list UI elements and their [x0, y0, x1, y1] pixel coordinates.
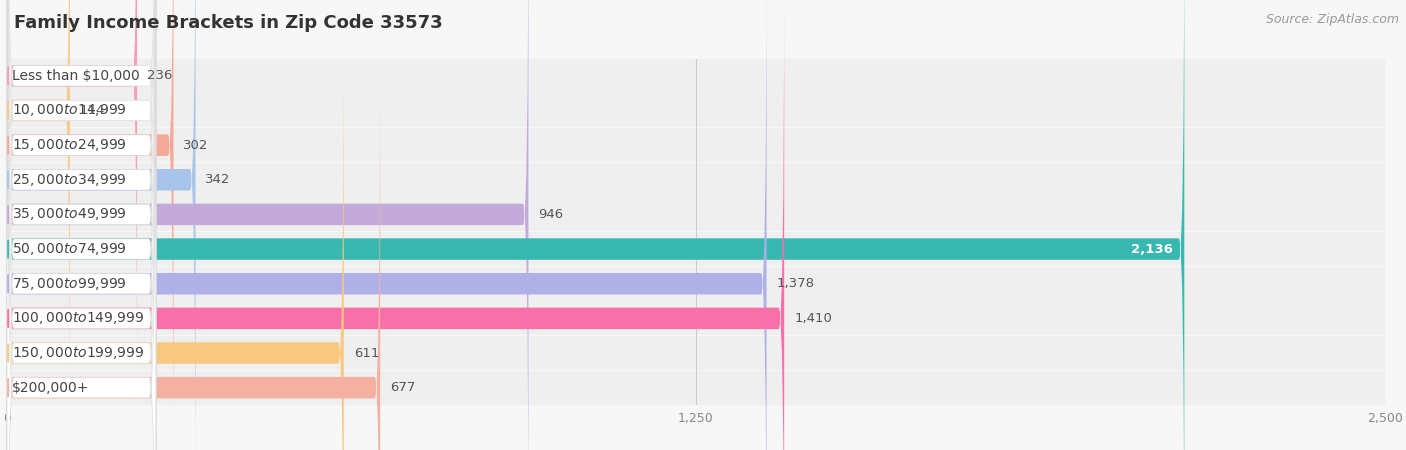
FancyBboxPatch shape [7, 198, 1385, 231]
Text: 1,410: 1,410 [794, 312, 832, 325]
FancyBboxPatch shape [7, 94, 1385, 127]
Text: Source: ZipAtlas.com: Source: ZipAtlas.com [1265, 14, 1399, 27]
FancyBboxPatch shape [7, 0, 766, 450]
Text: $25,000 to $34,999: $25,000 to $34,999 [11, 172, 127, 188]
Text: $100,000 to $149,999: $100,000 to $149,999 [11, 310, 145, 326]
Text: 677: 677 [389, 381, 415, 394]
FancyBboxPatch shape [7, 0, 156, 450]
FancyBboxPatch shape [7, 336, 1385, 370]
Text: 342: 342 [205, 173, 231, 186]
FancyBboxPatch shape [7, 0, 156, 450]
Text: $35,000 to $49,999: $35,000 to $49,999 [11, 207, 127, 222]
Text: 236: 236 [148, 69, 173, 82]
FancyBboxPatch shape [7, 0, 138, 412]
FancyBboxPatch shape [7, 17, 344, 450]
FancyBboxPatch shape [7, 0, 156, 450]
FancyBboxPatch shape [7, 0, 1184, 450]
FancyBboxPatch shape [7, 128, 1385, 162]
Text: 611: 611 [354, 346, 380, 360]
FancyBboxPatch shape [7, 0, 195, 450]
FancyBboxPatch shape [7, 371, 1385, 405]
Text: Family Income Brackets in Zip Code 33573: Family Income Brackets in Zip Code 33573 [14, 14, 443, 32]
Text: 946: 946 [538, 208, 564, 221]
Text: $200,000+: $200,000+ [11, 381, 89, 395]
FancyBboxPatch shape [7, 0, 173, 450]
FancyBboxPatch shape [7, 0, 156, 450]
FancyBboxPatch shape [7, 0, 156, 450]
FancyBboxPatch shape [7, 302, 1385, 335]
Text: $150,000 to $199,999: $150,000 to $199,999 [11, 345, 145, 361]
FancyBboxPatch shape [7, 0, 156, 450]
Text: $50,000 to $74,999: $50,000 to $74,999 [11, 241, 127, 257]
FancyBboxPatch shape [7, 0, 529, 450]
FancyBboxPatch shape [7, 267, 1385, 301]
FancyBboxPatch shape [7, 163, 1385, 197]
Text: $15,000 to $24,999: $15,000 to $24,999 [11, 137, 127, 153]
Text: $75,000 to $99,999: $75,000 to $99,999 [11, 276, 127, 292]
FancyBboxPatch shape [7, 0, 156, 450]
FancyBboxPatch shape [7, 0, 70, 446]
Text: 2,136: 2,136 [1132, 243, 1173, 256]
Text: 1,378: 1,378 [776, 277, 814, 290]
Text: Less than $10,000: Less than $10,000 [11, 69, 139, 83]
FancyBboxPatch shape [7, 0, 156, 450]
FancyBboxPatch shape [7, 0, 785, 450]
FancyBboxPatch shape [7, 232, 1385, 266]
FancyBboxPatch shape [7, 0, 156, 450]
FancyBboxPatch shape [7, 59, 1385, 93]
Text: 114: 114 [80, 104, 105, 117]
Text: $10,000 to $14,999: $10,000 to $14,999 [11, 103, 127, 118]
Text: 302: 302 [183, 139, 208, 152]
FancyBboxPatch shape [7, 52, 380, 450]
FancyBboxPatch shape [7, 0, 156, 450]
